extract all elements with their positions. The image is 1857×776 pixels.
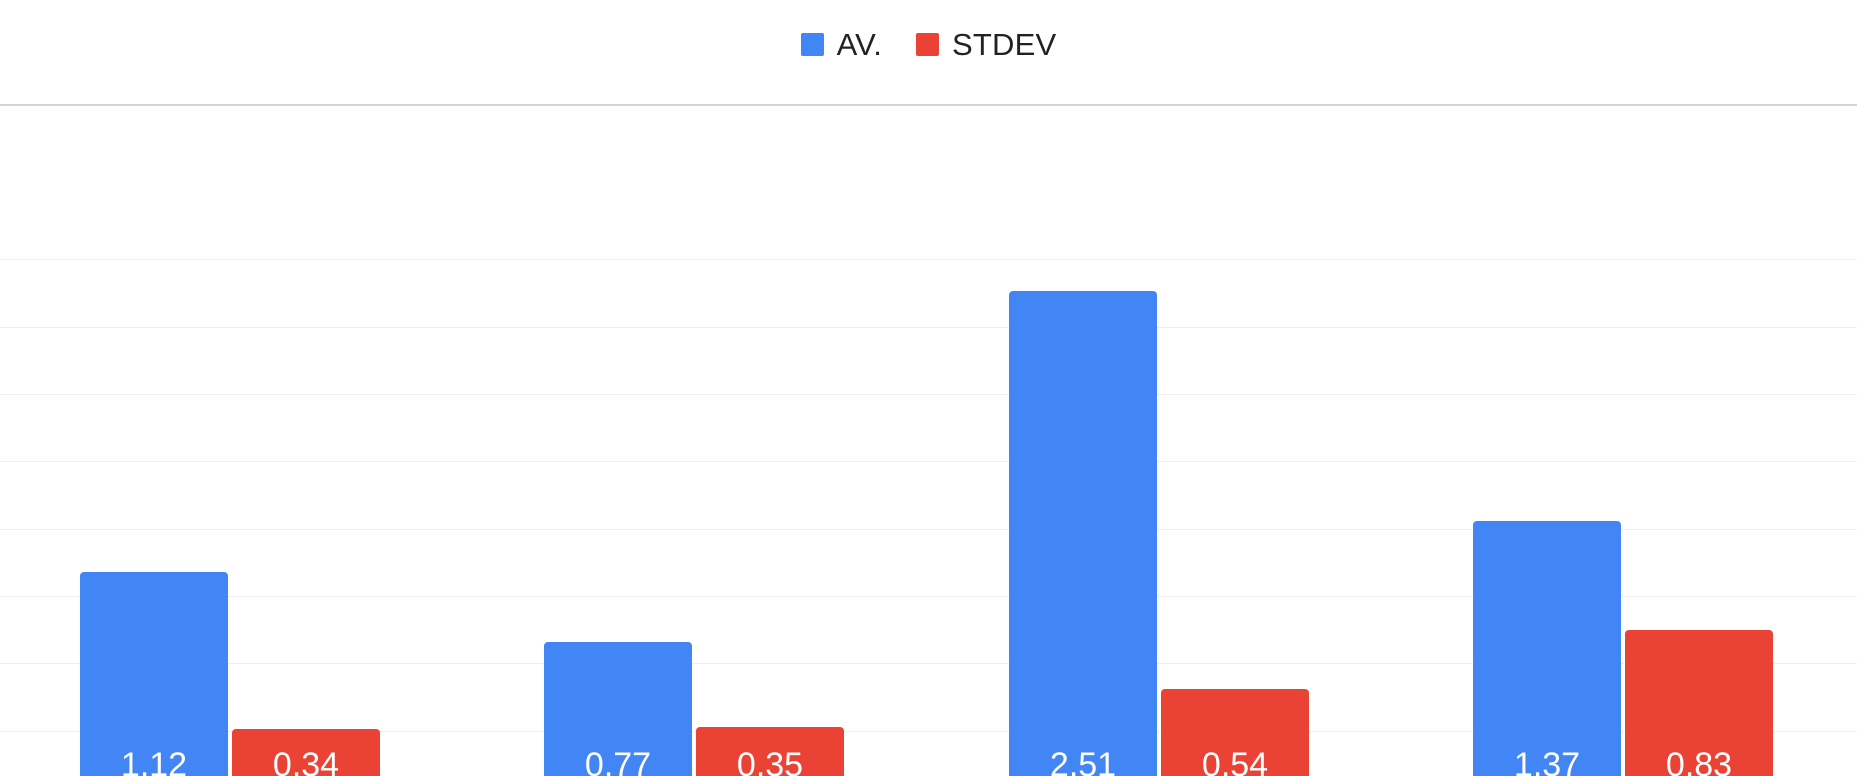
bar-value-label: 0.83 bbox=[1665, 746, 1733, 776]
bar-stdev-us-s-[interactable]: 0.35 bbox=[696, 727, 844, 776]
legend-entry-stdev[interactable]: STDEV bbox=[916, 29, 1056, 60]
bar-value-label: 1.37 bbox=[1513, 746, 1581, 776]
plot-area: 1.120.340.770.352.510.541.370.83 EU (s)U… bbox=[0, 88, 1857, 776]
bar-av-asia-s-[interactable]: 2.51 bbox=[1009, 291, 1157, 776]
bar-stdev-eu-s-[interactable]: 0.34 bbox=[232, 729, 380, 776]
bar-value-label: 0.35 bbox=[736, 746, 804, 776]
bar-value-label: 0.77 bbox=[584, 746, 652, 776]
legend-entry-av[interactable]: AV. bbox=[800, 26, 883, 62]
bar-av-grand-total-s-[interactable]: 1.37 bbox=[1473, 521, 1621, 776]
legend-label-stdev: STDEV bbox=[952, 26, 1057, 62]
bar-av-us-s-[interactable]: 0.77 bbox=[544, 642, 692, 776]
bar-value-label: 0.54 bbox=[1201, 746, 1269, 776]
legend-swatch-av-icon bbox=[800, 32, 824, 56]
bar-value-label: 2.51 bbox=[1049, 746, 1117, 776]
bar-stdev-grand-total-s-[interactable]: 0.83 bbox=[1625, 630, 1773, 776]
bars-layer: 1.12 0.34 0.77 0.35 2.51 0.54 1.37 0.83 bbox=[0, 88, 1857, 776]
legend-label-av: AV. bbox=[836, 26, 883, 62]
legend-swatch-stdev-icon bbox=[916, 32, 940, 56]
bar-stdev-asia-s-[interactable]: 0.54 bbox=[1161, 689, 1309, 776]
chart-legend: AV. STDEV bbox=[0, 0, 1857, 88]
bar-value-label: 0.34 bbox=[272, 746, 340, 776]
bar-av-eu-s-[interactable]: 1.12 bbox=[80, 572, 228, 776]
bar-value-label: 1.12 bbox=[120, 746, 188, 776]
